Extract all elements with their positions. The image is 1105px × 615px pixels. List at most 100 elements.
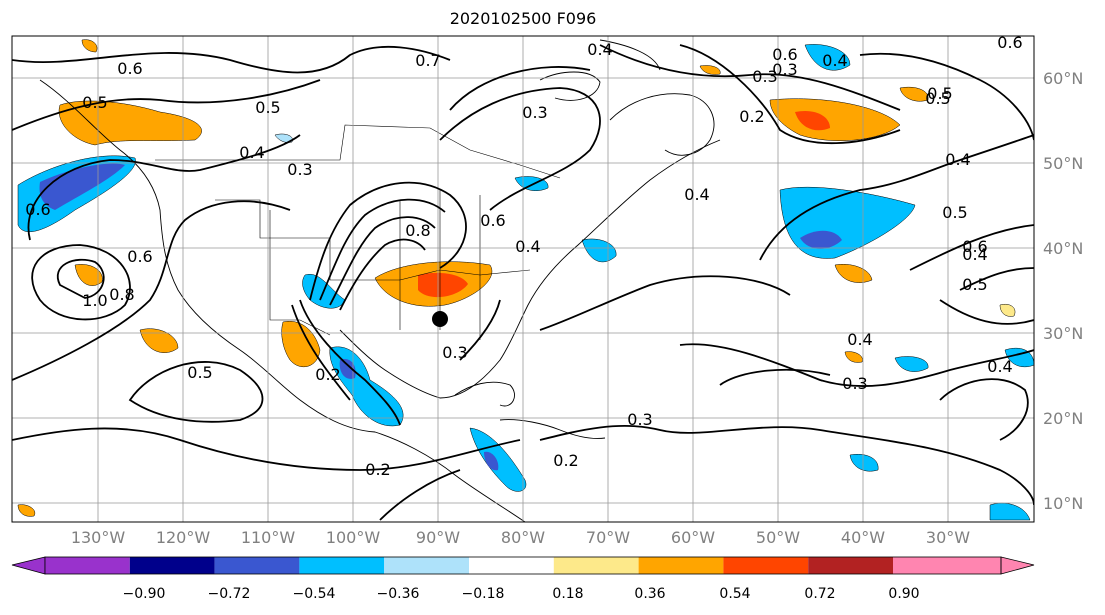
contour-label: 0.5 [255,98,280,117]
strong-negative-anomaly-region [484,451,499,471]
negative-anomaly-region [469,427,527,492]
positive-anomaly-region [74,264,103,286]
latitude-labels: 60°N 50°N 40°N 30°N 20°N 10°N [1043,69,1083,513]
map-frame [11,35,1035,523]
contour-label: 0.4 [822,51,847,70]
contour-label: 0.5 [82,93,107,112]
colorbar-segment [214,557,300,574]
longitude-labels: 130°W 120°W 110°W 100°W 90°W 80°W 70°W 6… [71,528,970,547]
negative-anomaly-region [581,238,617,263]
contour-label: 0.5 [187,363,212,382]
colorbar-segment [808,557,893,574]
weak-negative-anomaly-region [274,133,293,143]
contour-value-labels: 0.7 0.4 0.5 0.5 0.6 0.3 0.3 0.2 0.4 0.5 … [25,33,1022,479]
colorbar-tick: −0.54 [293,586,336,602]
positive-anomaly-region [139,328,179,353]
colorbar-tick: 0.72 [804,586,835,602]
positive-anomaly-region [834,264,873,283]
coastline-layer [39,39,721,522]
colorbar-tick-labels: −0.90 −0.72 −0.54 −0.36 −0.18 0.18 0.36 … [123,586,920,602]
colorbar-segment [384,557,469,574]
contour-layer [12,44,1034,521]
lon-label: 60°W [671,528,715,547]
contour-label: 0.2 [553,451,578,470]
lat-label: 50°N [1043,154,1083,173]
positive-anomaly-region [17,504,36,517]
contour-label: 0.3 [287,160,312,179]
lon-label: 100°W [326,528,381,547]
colorbar [11,556,1035,575]
lat-label: 40°N [1043,239,1083,258]
colorbar-segment [299,557,385,574]
contour-label: 0.6 [997,33,1022,52]
contour-label: 0.8 [405,221,430,240]
colorbar-tick: −0.90 [123,586,166,602]
strong-negative-anomaly-region [339,359,356,379]
positive-anomaly-region [81,39,98,53]
shaded-anomaly-layer [17,39,1034,521]
lon-label: 120°W [156,528,211,547]
lon-label: 80°W [501,528,545,547]
negative-anomaly-region [849,454,879,472]
weak-positive-anomaly-region [999,304,1016,317]
negative-anomaly-region [804,44,851,71]
positive-anomaly-region [899,86,929,102]
colorbar-tick: −0.36 [377,586,420,602]
lat-label: 60°N [1043,69,1083,88]
lon-label: 130°W [71,528,126,547]
colorbar-segment [723,557,809,574]
contour-label: 0.4 [587,40,612,59]
contour-label: 0.3 [522,103,547,122]
contour-label: 0.3 [842,374,867,393]
contour-label: 0.4 [987,357,1012,376]
graticule [12,36,1034,522]
colorbar-tick: −0.18 [462,586,505,602]
negative-anomaly-region [989,502,1031,521]
location-marker-dot [432,311,448,327]
contour-label: 0.3 [627,410,652,429]
colorbar-tick: 0.36 [634,586,665,602]
contour-label: 0.6 [962,237,987,256]
contour-label: 1.0 [82,291,107,310]
contour-label: 0.8 [109,285,134,304]
contour-label: 0.4 [962,245,987,264]
political-borders-layer [155,124,561,340]
colorbar-segment [893,557,1001,574]
contour-label: 0.2 [365,460,390,479]
lon-label: 70°W [586,528,630,547]
contour-label: 0.7 [415,51,440,70]
lon-label: 40°W [841,528,885,547]
negative-anomaly-region [894,356,929,372]
positive-anomaly-region [58,100,202,146]
colorbar-extend-high [1000,556,1035,575]
contour-label: 0.5 [942,203,967,222]
colorbar-frame [44,556,1002,575]
map-title: 2020102500 F096 [449,9,597,28]
contour-label: 0.4 [239,143,264,162]
contour-label: 0.6 [480,211,505,230]
contour-label: 0.3 [772,60,797,79]
colorbar-tick: 0.90 [888,586,919,602]
lon-label: 90°W [416,528,460,547]
colorbar-segment [553,557,639,574]
contour-label: 0.6 [772,45,797,64]
contour-label: 0.6 [117,59,142,78]
strong-negative-anomaly-region [800,230,842,249]
colorbar-tick: 0.18 [552,586,583,602]
contour-label: 0.2 [315,365,340,384]
lon-label: 50°W [756,528,800,547]
lat-label: 20°N [1043,409,1083,428]
contour-label: 0.4 [847,330,872,349]
contour-label: 0.5 [925,89,950,108]
lon-label: 110°W [241,528,296,547]
lon-label: 30°W [926,528,970,547]
lat-label: 30°N [1043,324,1083,343]
contour-label: 0.6 [25,200,50,219]
contour-label: 0.2 [739,107,764,126]
contour-label: 0.5 [962,275,987,294]
contour-label: 0.5 [927,84,952,103]
contour-label: 0.4 [945,150,970,169]
colorbar-tick: 0.54 [719,586,750,602]
colorbar-tick: −0.72 [208,586,251,602]
